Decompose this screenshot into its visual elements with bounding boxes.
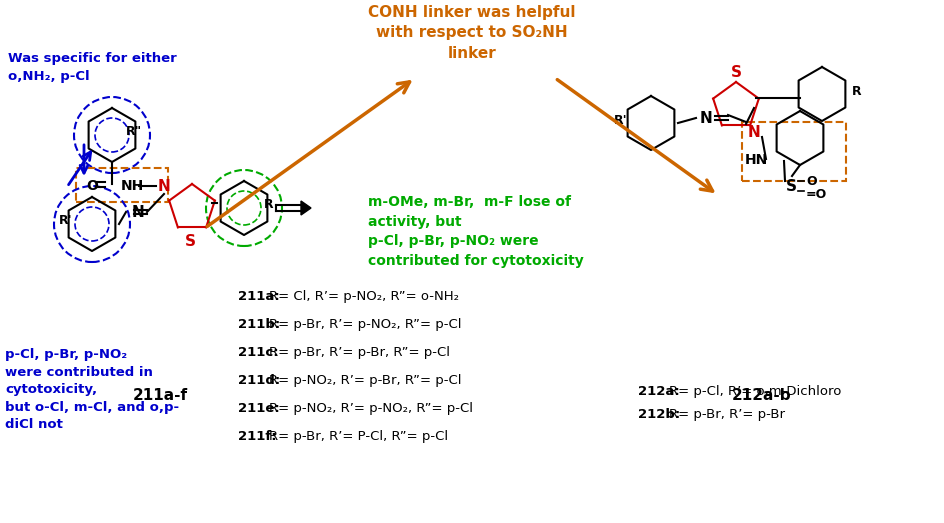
Text: 211f:: 211f: — [238, 430, 281, 443]
Text: Was specific for either
o,NH₂, p-Cl: Was specific for either o,NH₂, p-Cl — [8, 52, 177, 83]
Text: NH: NH — [121, 179, 144, 193]
Text: p-Cl, p-Br, p-NO₂
were contributed in
cytotoxicity,
but o-Cl, m-Cl, and o,p-
diC: p-Cl, p-Br, p-NO₂ were contributed in cy… — [5, 348, 179, 431]
Text: R= p-Br, R’= P-Cl, R”= p-Cl: R= p-Br, R’= P-Cl, R”= p-Cl — [269, 430, 447, 443]
Text: O: O — [805, 175, 816, 188]
Text: =O: =O — [805, 188, 826, 200]
Text: 212a:: 212a: — [637, 385, 683, 398]
Text: R= p-NO₂, R’= p-Br, R”= p-Cl: R= p-NO₂, R’= p-Br, R”= p-Cl — [269, 374, 461, 387]
Text: R= p-NO₂, R’= p-NO₂, R”= p-Cl: R= p-NO₂, R’= p-NO₂, R”= p-Cl — [269, 402, 472, 415]
Text: R= p-Br, R’= p-Br, R”= p-Cl: R= p-Br, R’= p-Br, R”= p-Cl — [269, 346, 449, 359]
Text: R': R' — [59, 213, 73, 226]
Text: 211b:: 211b: — [238, 318, 284, 331]
Text: 211c:: 211c: — [238, 346, 283, 359]
Text: N: N — [699, 110, 712, 126]
Text: N: N — [131, 204, 144, 220]
Text: N: N — [158, 178, 170, 194]
Text: 211a:: 211a: — [238, 290, 284, 303]
Text: R= Cl, R’= p-NO₂, R”= o-NH₂: R= Cl, R’= p-NO₂, R”= o-NH₂ — [269, 290, 459, 303]
Text: N: N — [747, 124, 760, 140]
Text: 212b:: 212b: — [637, 408, 684, 421]
Text: m-OMe, m-Br,  m-F lose of
activity, but
p-Cl, p-Br, p-NO₂ were
contributed for c: m-OMe, m-Br, m-F lose of activity, but p… — [367, 195, 583, 267]
Text: S: S — [784, 178, 796, 194]
Text: R: R — [851, 85, 861, 97]
Text: R= p-Br, R’= p-NO₂, R”= p-Cl: R= p-Br, R’= p-NO₂, R”= p-Cl — [269, 318, 461, 331]
Text: R: R — [263, 198, 274, 210]
Polygon shape — [301, 201, 311, 215]
Text: R= p-Cl, R’= o,m-Dichloro: R= p-Cl, R’= o,m-Dichloro — [668, 385, 840, 398]
Text: CONH linker was helpful
with respect to SO₂NH
linker: CONH linker was helpful with respect to … — [368, 5, 575, 61]
Text: S: S — [184, 234, 195, 249]
Text: 211a-f: 211a-f — [132, 388, 187, 403]
Text: O: O — [86, 179, 98, 193]
Text: 211d:: 211d: — [238, 374, 284, 387]
Text: HN: HN — [744, 153, 767, 167]
Text: R": R" — [126, 124, 143, 138]
Text: R= p-Br, R’= p-Br: R= p-Br, R’= p-Br — [668, 408, 784, 421]
Text: 212a-b: 212a-b — [732, 388, 791, 403]
Text: 211e:: 211e: — [238, 402, 284, 415]
Text: R': R' — [614, 113, 627, 127]
Text: S: S — [730, 65, 741, 80]
